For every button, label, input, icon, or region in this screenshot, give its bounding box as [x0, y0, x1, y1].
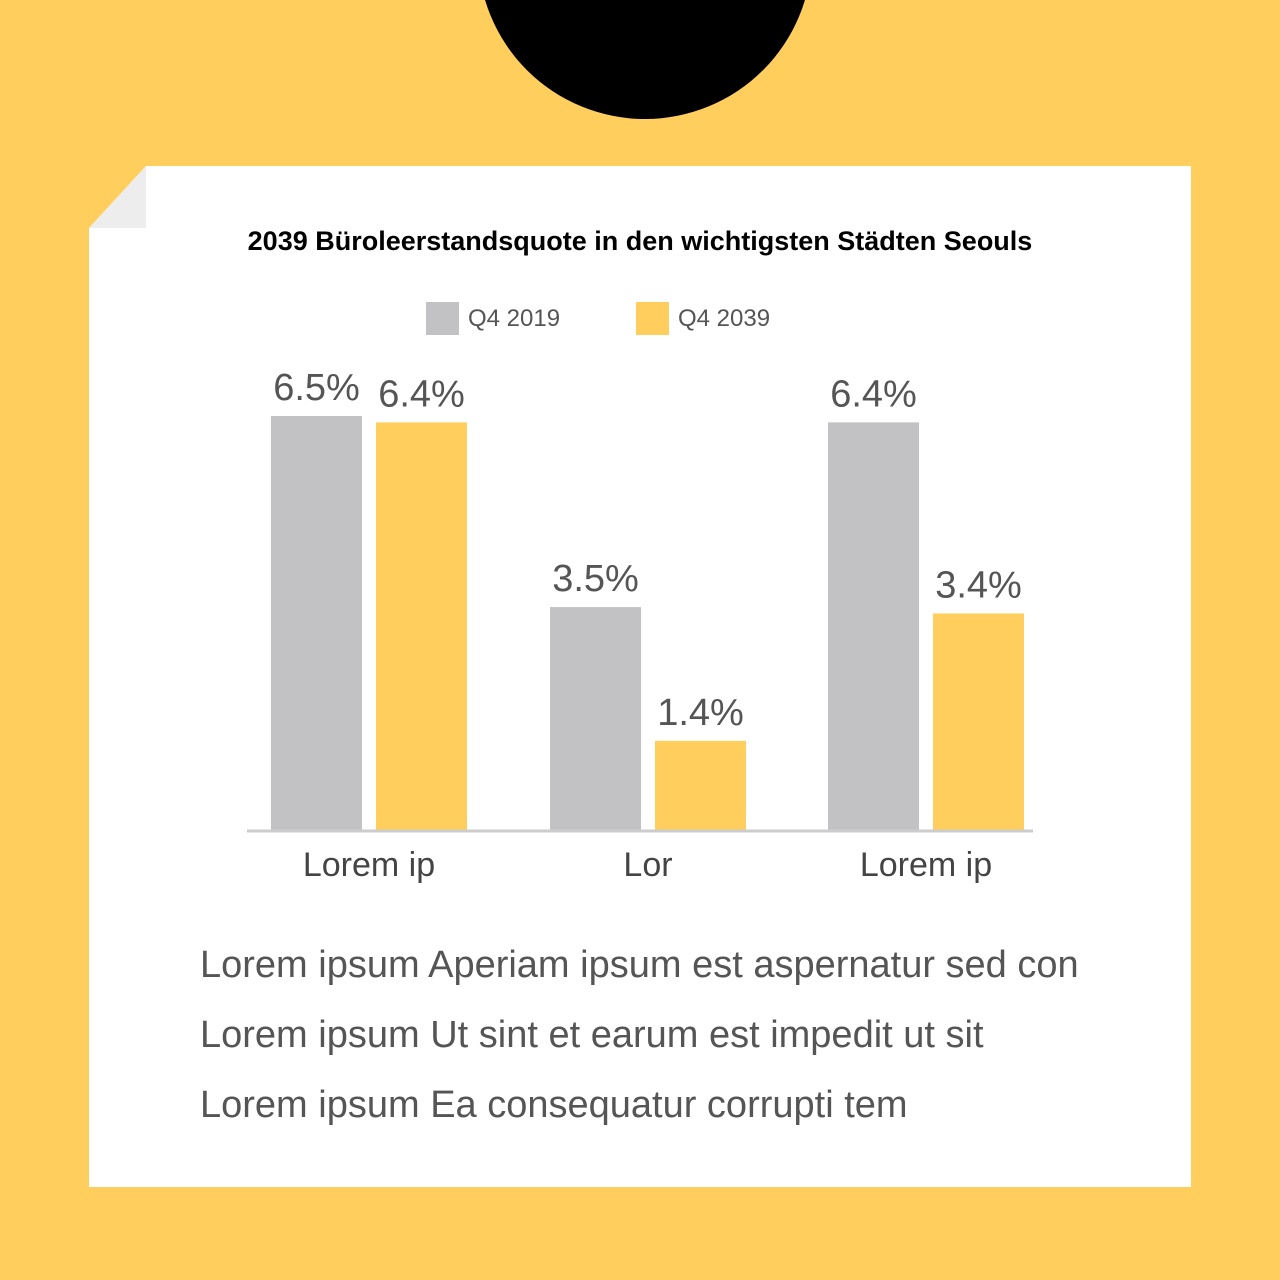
data-label: 6.4% — [378, 373, 465, 415]
bar — [933, 613, 1024, 830]
legend-item-q4-2039: Q4 2039 — [636, 302, 770, 335]
legend-swatch — [636, 302, 669, 335]
data-label: 3.5% — [552, 558, 639, 600]
data-label: 6.5% — [273, 367, 360, 409]
chart-title: 2039 Büroleerstandsquote in den wichtigs… — [247, 226, 1033, 256]
data-label: 3.4% — [935, 564, 1022, 606]
data-label: 6.4% — [830, 373, 917, 415]
legend-item-q4-2019: Q4 2019 — [426, 302, 560, 335]
x-tick-label: Lorem ip — [860, 846, 992, 884]
data-label: 1.4% — [657, 692, 744, 734]
bar — [550, 607, 641, 830]
legend-label: Q4 2019 — [468, 304, 561, 332]
bar — [828, 422, 919, 830]
x-tick-label: Lor — [623, 846, 672, 884]
description-line: Lorem ipsum Ut sint et earum est impedit… — [200, 1014, 984, 1056]
bar — [376, 422, 467, 830]
bar — [271, 416, 362, 830]
bar — [655, 740, 746, 830]
description-line: Lorem ipsum Aperiam ipsum est aspernatur… — [200, 944, 1079, 986]
legend-label: Q4 2039 — [678, 304, 771, 332]
x-tick-label: Lorem ip — [303, 846, 435, 884]
legend-swatch — [426, 302, 459, 335]
description-line: Lorem ipsum Ea consequatur corrupti tem — [200, 1084, 908, 1126]
